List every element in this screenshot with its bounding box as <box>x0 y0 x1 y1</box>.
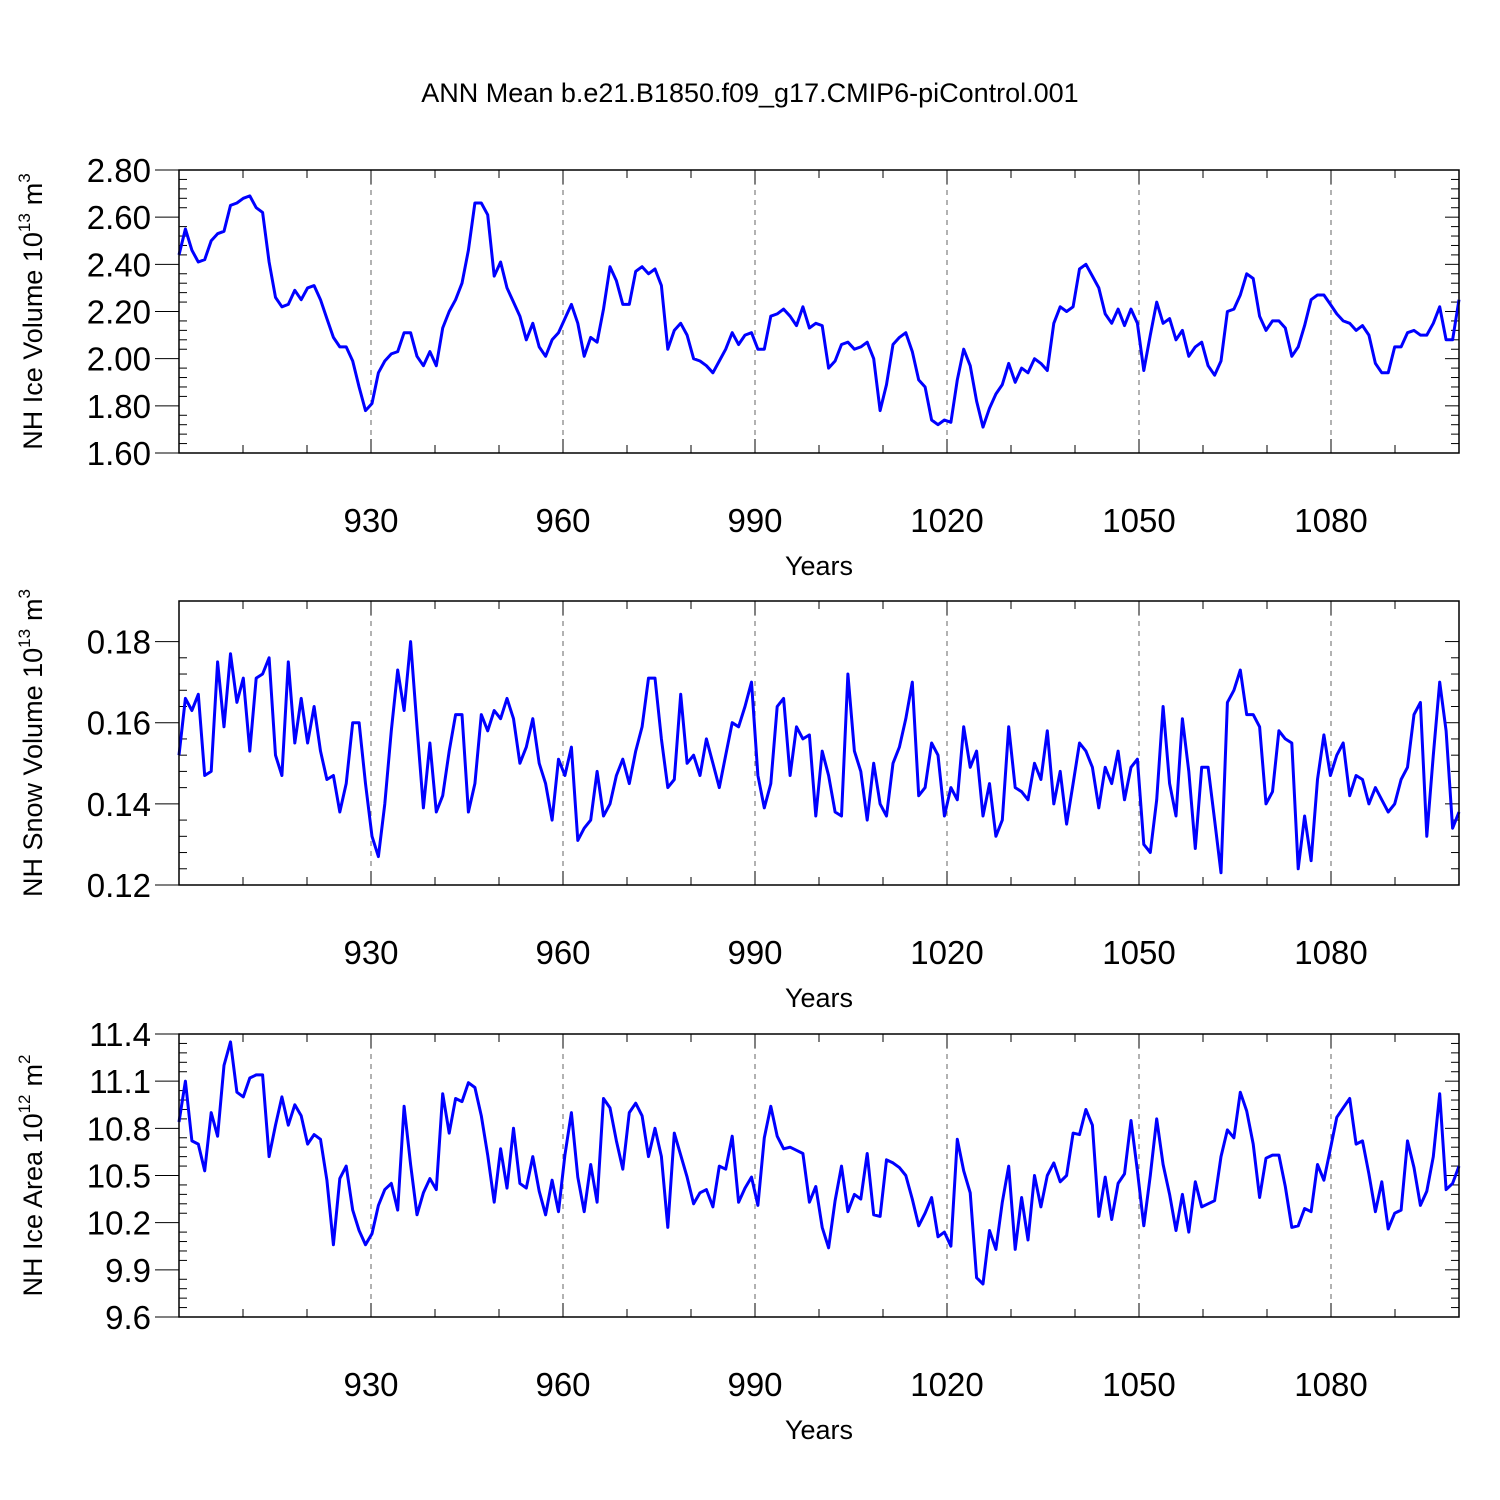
chart-panel-2: 0.12 0.14 0.16 0.18 930 960 990 1020 1050 1080 Yea… <box>15 589 1461 1013</box>
x-tick-label: 1020 <box>910 502 983 539</box>
x-tick-label: 930 <box>343 934 398 971</box>
plot-frame <box>178 1033 1460 1318</box>
y-tick-label: 0.18 <box>87 624 151 661</box>
x-tick-label: 1050 <box>1102 934 1175 971</box>
x-axis-label: Years <box>785 983 853 1013</box>
y-tick-label: 2.60 <box>87 199 151 236</box>
x-tick-label: 1080 <box>1294 1366 1367 1403</box>
y-tick-label: 0.14 <box>87 786 151 823</box>
x-tick-label: 1050 <box>1102 1366 1175 1403</box>
y-tick-label: 2.80 <box>87 152 151 189</box>
chart-panel-3: 9.6 9.9 10.2 10.5 10.8 11.1 11.4 930 960 990 1020 1… <box>15 1016 1461 1445</box>
y-tick-label: 2.40 <box>87 246 151 283</box>
y-tick-label: 0.16 <box>87 705 151 742</box>
y-tick-label: 0.12 <box>87 867 151 904</box>
plot-frame <box>178 600 1460 886</box>
chart-panel-1: 1.60 1.80 2.00 2.20 2.40 2.60 2.80 930 960 990 102… <box>15 152 1461 581</box>
y-tick-label: 9.6 <box>105 1299 151 1336</box>
y-axis-label: NH Ice Area 1012m2 <box>15 1055 48 1297</box>
x-axis-label: Years <box>785 1415 853 1445</box>
y-tick-label: 10.2 <box>87 1205 151 1242</box>
x-tick-label: 930 <box>343 1366 398 1403</box>
y-tick-label: 2.20 <box>87 294 151 331</box>
y-tick-label: 1.80 <box>87 388 151 425</box>
x-tick-label: 960 <box>535 934 590 971</box>
x-tick-label: 990 <box>727 934 782 971</box>
data-series-line <box>177 640 1461 875</box>
y-axis-label: NH Snow Volume 1013m3 <box>15 589 48 897</box>
plot-frame <box>178 169 1460 454</box>
x-tick-label: 960 <box>535 1366 590 1403</box>
x-tick-label: 1080 <box>1294 934 1367 971</box>
figure-title: ANN Mean b.e21.B1850.f09_g17.CMIP6-piCon… <box>421 78 1079 108</box>
y-tick-label: 9.9 <box>105 1252 151 1289</box>
x-tick-label: 1080 <box>1294 502 1367 539</box>
x-tick-label: 990 <box>727 502 782 539</box>
x-tick-label: 1020 <box>910 1366 983 1403</box>
y-axis-label: NH Ice Volume 1013m3 <box>15 173 48 450</box>
x-tick-label: 1050 <box>1102 502 1175 539</box>
x-tick-label: 930 <box>343 502 398 539</box>
y-tick-label: 10.5 <box>87 1158 151 1195</box>
x-axis-label: Years <box>785 551 853 581</box>
y-tick-label: 2.00 <box>87 341 151 378</box>
y-tick-label: 1.60 <box>87 435 151 472</box>
x-tick-label: 990 <box>727 1366 782 1403</box>
y-tick-label: 10.8 <box>87 1110 151 1147</box>
x-tick-label: 960 <box>535 502 590 539</box>
y-tick-label: 11.4 <box>89 1016 151 1053</box>
data-series-line <box>177 194 1461 429</box>
x-tick-label: 1020 <box>910 934 983 971</box>
data-series-line <box>177 1040 1461 1286</box>
y-tick-label: 11.1 <box>89 1063 151 1100</box>
